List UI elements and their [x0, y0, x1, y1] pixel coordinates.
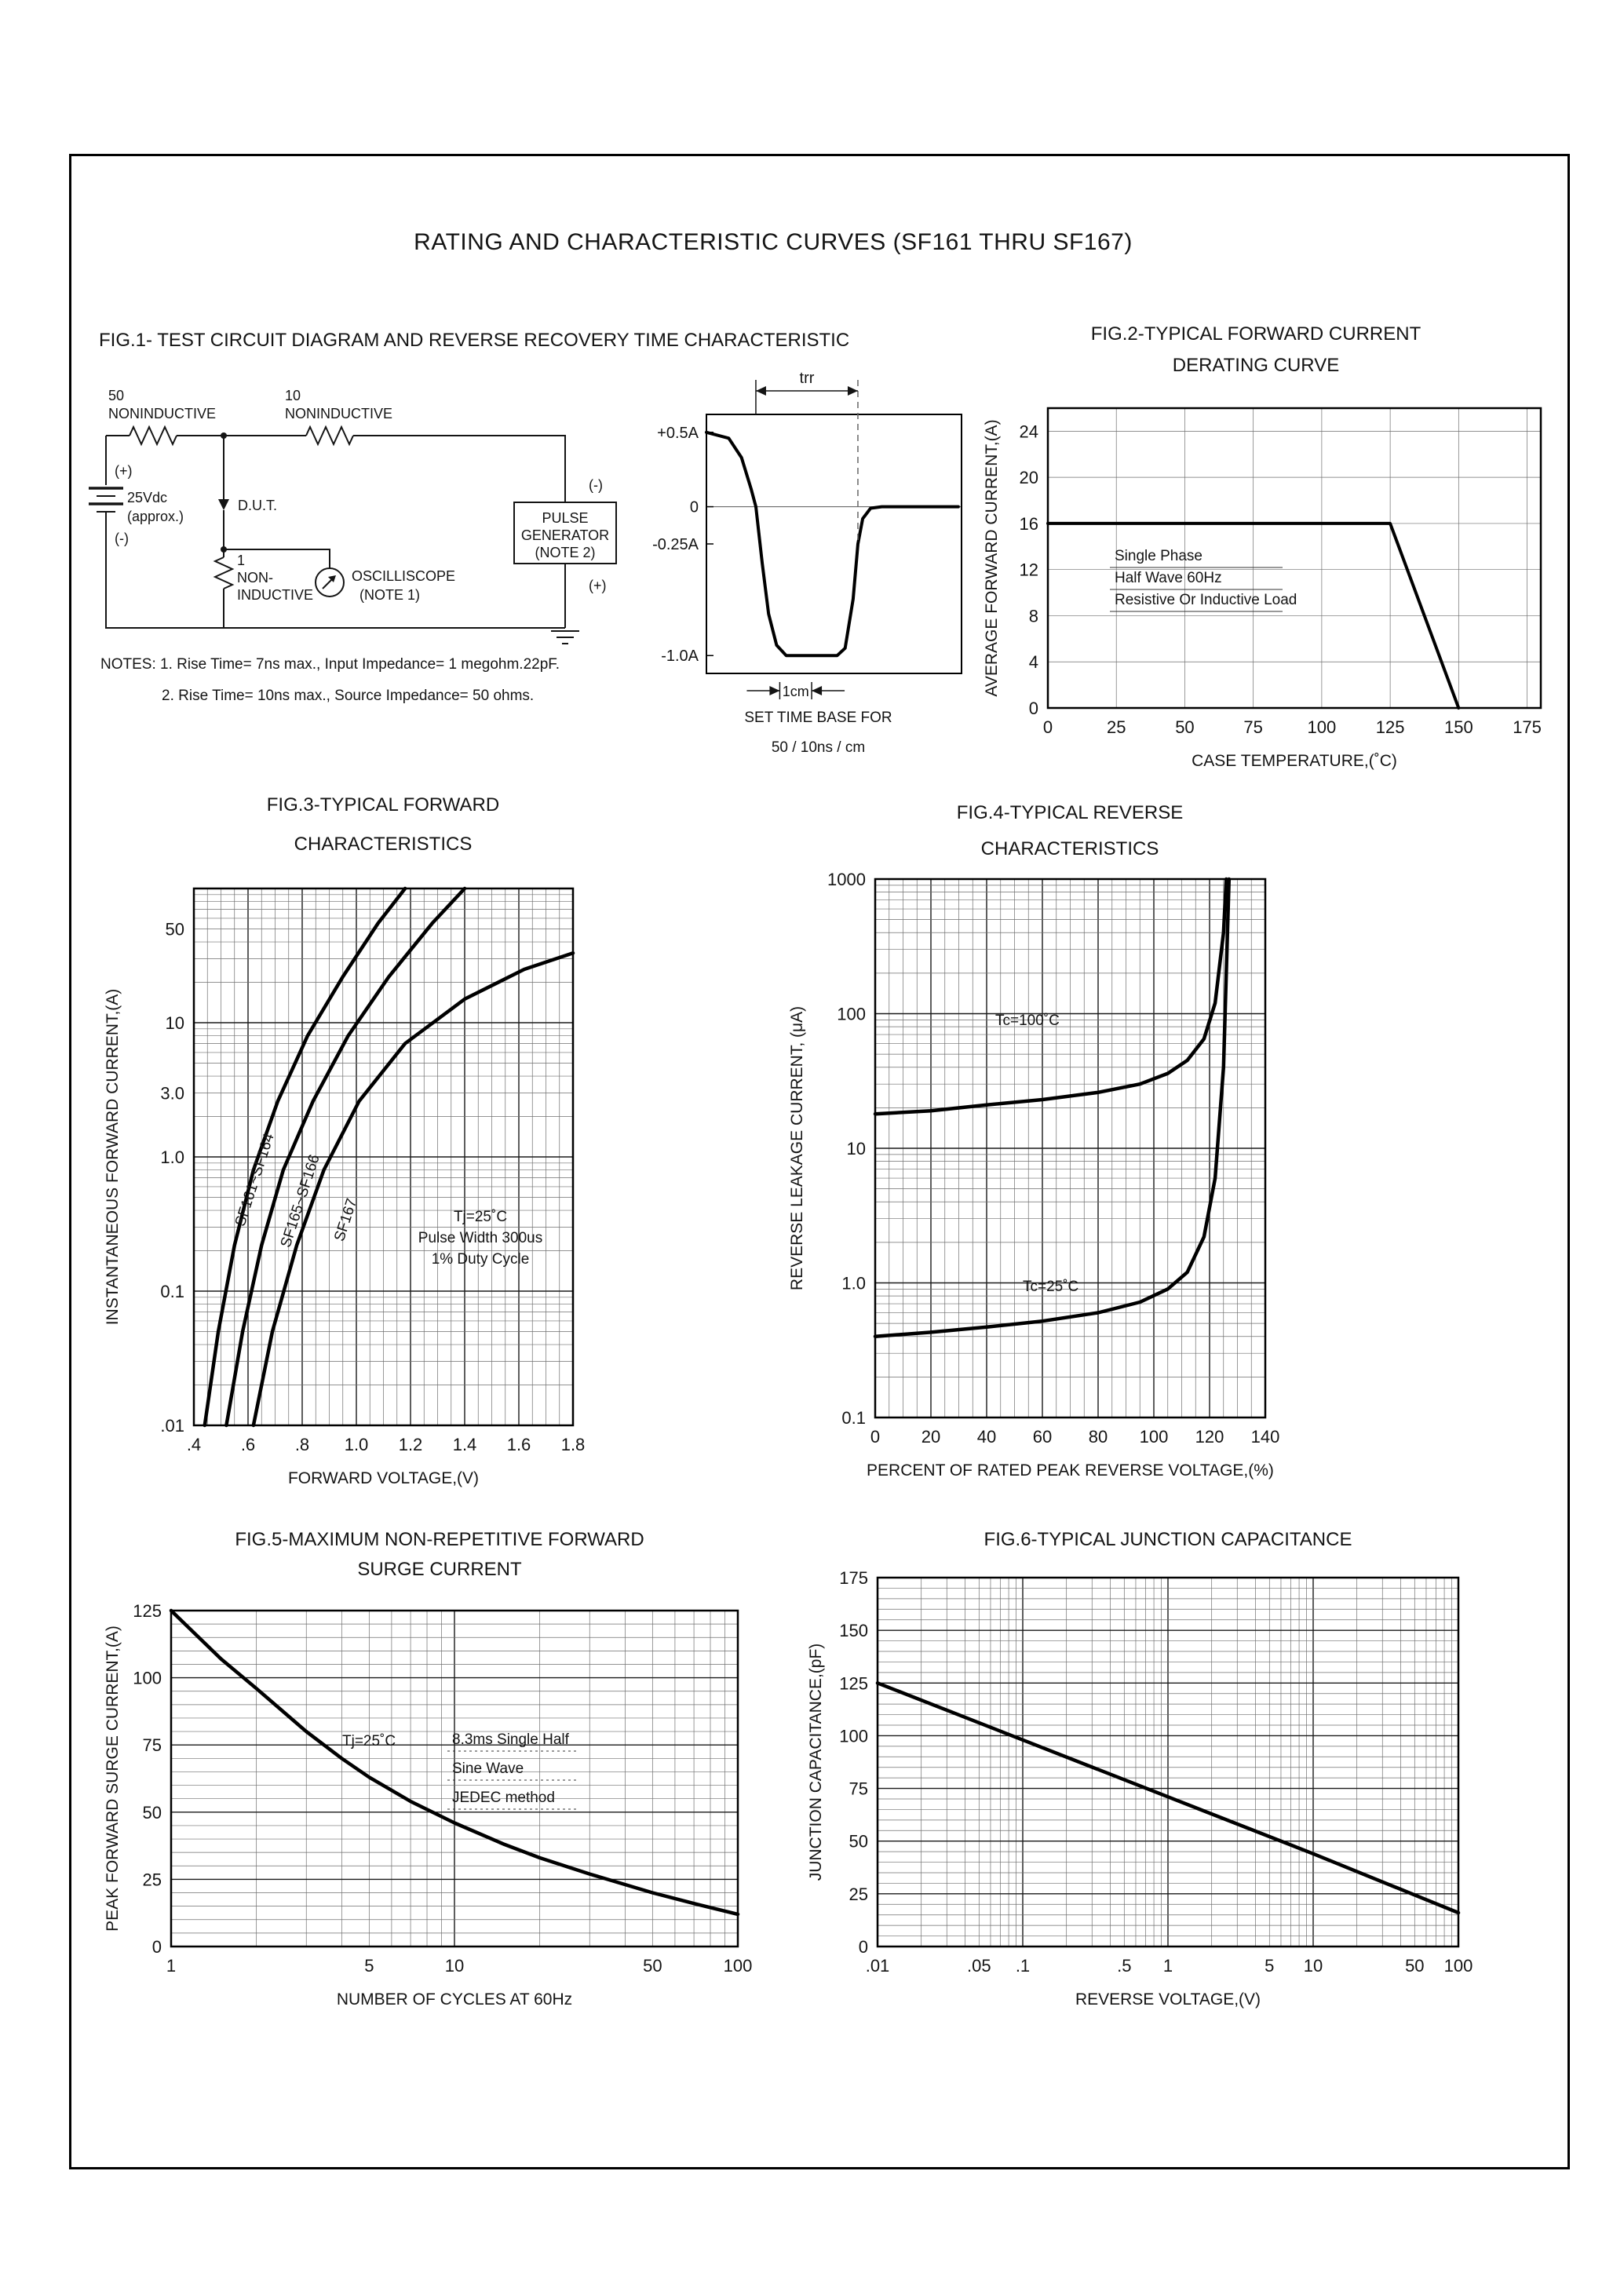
- battery-voltage-label: 25Vdc: [127, 490, 167, 505]
- r3-type-label-1: NON-: [237, 570, 273, 586]
- battery-minus-label: (-): [115, 531, 129, 546]
- node-dot: [221, 432, 227, 439]
- ground-icon: [551, 630, 579, 644]
- pg-label-1: PULSE: [542, 510, 588, 526]
- oscilloscope-symbol: [315, 567, 345, 597]
- fig4-title-line1: FIG.4-TYPICAL REVERSE: [956, 802, 1184, 823]
- fig1-circuit-diagram: 50 NONINDUCTIVE 10 NONINDUCTIVE (+) 25Vd…: [89, 388, 617, 644]
- oscilloscope-note-label: (NOTE 1): [359, 587, 420, 603]
- resistor-1-symbol: [213, 556, 235, 589]
- battery-approx-label: (approx.): [127, 509, 184, 524]
- fig1-note-2: 2. Rise Time= 10ns max., Source Impedanc…: [162, 688, 535, 704]
- fig5-title-line1: FIG.5-MAXIMUM NON-REPETITIVE FORWARD: [235, 1529, 644, 1550]
- fig2-title-line1: FIG.2-TYPICAL FORWARD CURRENT: [1090, 323, 1421, 345]
- pg-minus-label: (-): [589, 477, 603, 493]
- r1-value-label: 50: [108, 388, 124, 403]
- resistor-50-symbol: [129, 425, 177, 447]
- wire: [224, 549, 330, 568]
- r2-value-label: 10: [285, 388, 301, 403]
- resistor-10-symbol: [305, 425, 354, 447]
- fig3-title-line2: CHARACTERISTICS: [294, 834, 473, 855]
- pulse-generator-box: [513, 502, 617, 564]
- fig6-title: FIG.6-TYPICAL JUNCTION CAPACITANCE: [854, 1529, 1482, 1551]
- fig2-title: FIG.2-TYPICAL FORWARD CURRENT DERATING C…: [1020, 323, 1491, 377]
- fig1-title: FIG.1- TEST CIRCUIT DIAGRAM AND REVERSE …: [99, 330, 850, 351]
- r3-value-label: 1: [237, 553, 245, 568]
- r1-type-label: NONINDUCTIVE: [108, 406, 216, 421]
- wire: [353, 435, 566, 502]
- dut-label: D.U.T.: [238, 498, 277, 513]
- pg-label-2: GENERATOR: [521, 527, 609, 543]
- battery-plus-label: (+): [115, 463, 133, 479]
- r3-type-label-2: INDUCTIVE: [237, 587, 313, 603]
- oscilloscope-needle-tip: [328, 575, 336, 582]
- fig3-title: FIG.3-TYPICAL FORWARD CHARACTERISTICS: [148, 794, 619, 856]
- page-title: RATING AND CHARACTERISTIC CURVES (SF161 …: [414, 229, 1133, 255]
- fig3-title-line1: FIG.3-TYPICAL FORWARD: [266, 794, 500, 815]
- fig4-title: FIG.4-TYPICAL REVERSE CHARACTERISTICS: [834, 802, 1305, 860]
- r2-type-label: NONINDUCTIVE: [285, 406, 392, 421]
- wire: [105, 512, 565, 629]
- oscilloscope-label: OSCILLISCOPE: [352, 568, 455, 584]
- circuit-labels: 50 NONINDUCTIVE 10 NONINDUCTIVE (+) 25Vd…: [108, 388, 609, 603]
- fig5-title: FIG.5-MAXIMUM NON-REPETITIVE FORWARD SUR…: [165, 1529, 714, 1581]
- dut-arrow-icon: [218, 499, 229, 510]
- fig6-title-line1: FIG.6-TYPICAL JUNCTION CAPACITANCE: [984, 1529, 1352, 1550]
- fig5-title-line2: SURGE CURRENT: [357, 1559, 522, 1580]
- fig4-title-line2: CHARACTERISTICS: [980, 838, 1159, 859]
- fig1-note-1: NOTES: 1. Rise Time= 7ns max., Input Imp…: [100, 656, 560, 673]
- pg-plus-label: (+): [589, 578, 607, 593]
- page-border: [69, 154, 1570, 2169]
- fig2-title-line2: DERATING CURVE: [1172, 355, 1340, 376]
- node-dot: [221, 546, 227, 553]
- circuit-wires: [89, 425, 579, 644]
- pg-label-3: (NOTE 2): [535, 545, 595, 560]
